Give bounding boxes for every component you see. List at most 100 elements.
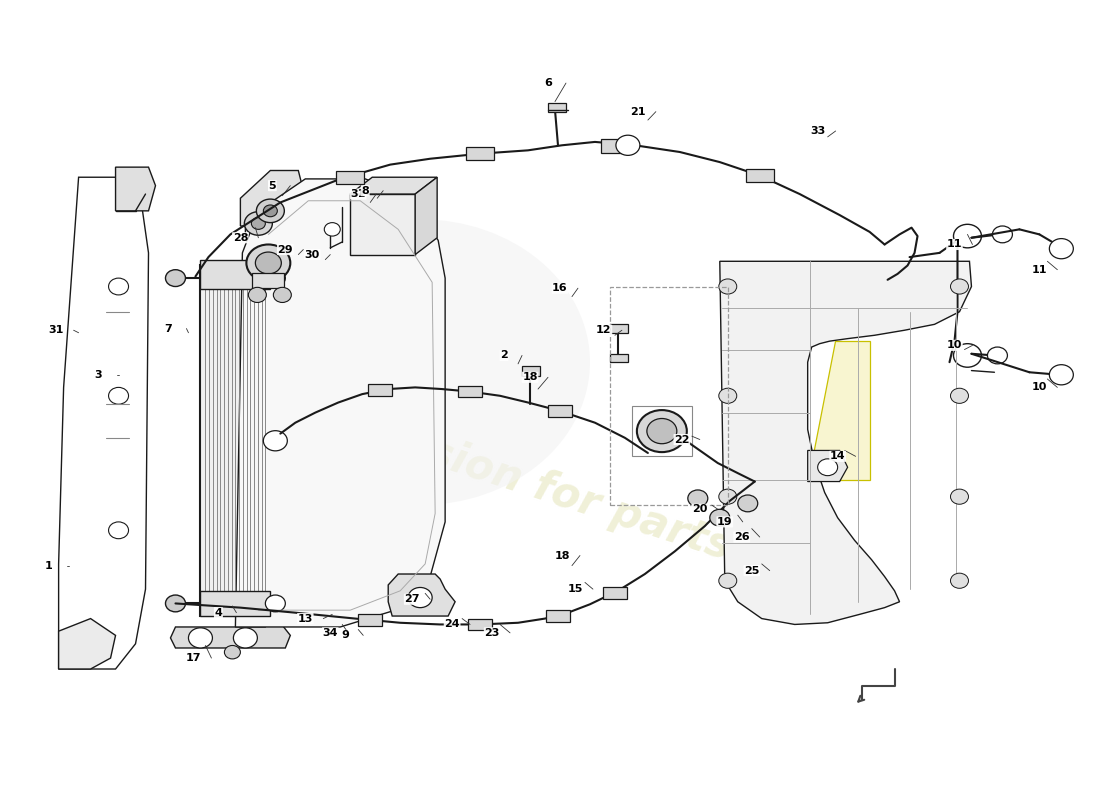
Text: 28: 28 bbox=[232, 233, 249, 242]
Text: 2: 2 bbox=[500, 350, 508, 361]
Text: 16: 16 bbox=[552, 283, 568, 293]
Circle shape bbox=[256, 199, 284, 222]
Circle shape bbox=[109, 387, 129, 404]
Circle shape bbox=[224, 646, 241, 659]
Polygon shape bbox=[200, 266, 271, 616]
Polygon shape bbox=[245, 178, 310, 236]
Text: 15: 15 bbox=[568, 584, 583, 594]
Text: 18: 18 bbox=[554, 550, 570, 561]
Circle shape bbox=[408, 587, 432, 608]
Text: 18: 18 bbox=[522, 372, 538, 382]
Text: 9: 9 bbox=[341, 630, 349, 640]
Polygon shape bbox=[116, 167, 155, 211]
Circle shape bbox=[251, 219, 590, 505]
Bar bbox=[746, 169, 773, 182]
Text: 14: 14 bbox=[829, 451, 846, 462]
Text: 5: 5 bbox=[268, 181, 276, 190]
Text: 6: 6 bbox=[544, 78, 552, 88]
Circle shape bbox=[165, 595, 186, 612]
Circle shape bbox=[263, 205, 277, 217]
Text: 11: 11 bbox=[1032, 265, 1047, 274]
Text: 23: 23 bbox=[484, 628, 499, 638]
Text: 24: 24 bbox=[444, 619, 460, 630]
Bar bbox=[601, 139, 629, 153]
Text: 19: 19 bbox=[717, 517, 733, 527]
Polygon shape bbox=[807, 450, 848, 482]
Bar bbox=[631, 406, 692, 456]
Circle shape bbox=[718, 573, 737, 588]
Circle shape bbox=[950, 573, 968, 588]
Circle shape bbox=[992, 226, 1012, 242]
Bar bbox=[458, 386, 482, 398]
Circle shape bbox=[246, 245, 290, 282]
Circle shape bbox=[244, 212, 273, 235]
Text: 31: 31 bbox=[48, 326, 64, 335]
Bar bbox=[548, 405, 572, 417]
Circle shape bbox=[109, 522, 129, 538]
Circle shape bbox=[817, 459, 837, 476]
Polygon shape bbox=[350, 194, 415, 254]
Bar bbox=[522, 366, 540, 376]
Text: 1: 1 bbox=[45, 561, 53, 570]
Circle shape bbox=[616, 135, 640, 155]
Text: 26: 26 bbox=[734, 532, 749, 542]
Polygon shape bbox=[58, 178, 148, 669]
Circle shape bbox=[1049, 365, 1074, 385]
Text: 22: 22 bbox=[674, 434, 690, 445]
Text: 8: 8 bbox=[362, 186, 370, 196]
Circle shape bbox=[265, 270, 285, 286]
Circle shape bbox=[954, 344, 981, 367]
Circle shape bbox=[255, 252, 282, 274]
Bar bbox=[609, 324, 628, 333]
Bar bbox=[548, 103, 566, 112]
Circle shape bbox=[233, 628, 257, 648]
Circle shape bbox=[718, 279, 737, 294]
Bar bbox=[359, 614, 382, 626]
Text: 27: 27 bbox=[405, 594, 420, 604]
Circle shape bbox=[647, 418, 676, 444]
Circle shape bbox=[950, 388, 968, 403]
Circle shape bbox=[738, 495, 758, 512]
Circle shape bbox=[1049, 238, 1074, 258]
Text: 10: 10 bbox=[947, 340, 962, 350]
Text: 3: 3 bbox=[95, 370, 102, 380]
Text: 20: 20 bbox=[692, 504, 707, 514]
Text: 30: 30 bbox=[305, 250, 320, 259]
Text: 29: 29 bbox=[277, 245, 293, 254]
Circle shape bbox=[265, 595, 285, 612]
Circle shape bbox=[165, 270, 186, 286]
Text: 10: 10 bbox=[1032, 382, 1047, 392]
Polygon shape bbox=[58, 618, 116, 669]
Circle shape bbox=[950, 279, 968, 294]
Circle shape bbox=[188, 628, 212, 648]
Circle shape bbox=[249, 287, 266, 302]
Bar bbox=[200, 260, 271, 289]
Text: 33: 33 bbox=[810, 126, 825, 136]
Text: 21: 21 bbox=[630, 106, 646, 117]
Polygon shape bbox=[719, 262, 971, 625]
Polygon shape bbox=[350, 178, 437, 194]
Polygon shape bbox=[415, 178, 437, 254]
Circle shape bbox=[252, 218, 265, 230]
Text: 7: 7 bbox=[165, 323, 173, 334]
Circle shape bbox=[688, 490, 707, 506]
Bar bbox=[466, 147, 494, 161]
Circle shape bbox=[954, 224, 981, 248]
Text: 12: 12 bbox=[596, 326, 612, 335]
Bar bbox=[609, 354, 628, 362]
Polygon shape bbox=[235, 179, 446, 627]
Bar bbox=[469, 618, 492, 630]
Bar bbox=[603, 587, 627, 599]
Polygon shape bbox=[170, 618, 290, 648]
Circle shape bbox=[324, 222, 340, 236]
Bar bbox=[337, 170, 364, 184]
Circle shape bbox=[950, 489, 968, 504]
Bar bbox=[200, 591, 271, 616]
Text: 11: 11 bbox=[947, 239, 962, 250]
Polygon shape bbox=[807, 341, 870, 480]
Polygon shape bbox=[241, 170, 306, 226]
Text: 17: 17 bbox=[186, 653, 201, 663]
Text: a passion for parts: a passion for parts bbox=[304, 392, 737, 568]
Circle shape bbox=[273, 287, 292, 302]
Circle shape bbox=[988, 347, 1008, 364]
